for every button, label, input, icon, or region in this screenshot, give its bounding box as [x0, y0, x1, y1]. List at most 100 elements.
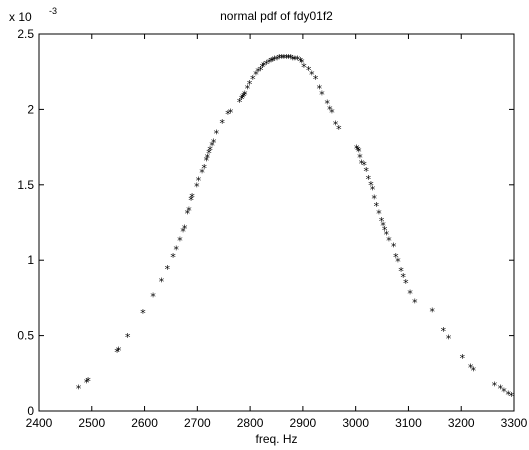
data-point: *	[290, 54, 297, 67]
data-point: *	[173, 244, 180, 257]
x-tick-label: 3200	[448, 416, 475, 430]
data-point: *	[376, 207, 383, 220]
data-point: *	[210, 137, 217, 150]
y-exponent-base: x 10	[9, 10, 32, 24]
data-point: *	[263, 58, 270, 71]
x-axis-ticks: 2400 2500 2600 2700 2800 2900 3000 3100 3200 3300	[26, 34, 528, 430]
data-point: *	[402, 277, 409, 290]
plot-area	[39, 34, 514, 411]
data-point: *	[386, 235, 393, 248]
data-point: *	[184, 207, 191, 220]
x-tick-label: 2700	[184, 416, 211, 430]
y-tick-label: 2.5	[17, 27, 34, 41]
y-exponent-power: -3	[49, 6, 57, 16]
data-point: *	[390, 241, 397, 254]
y-axis-ticks: 0 0.5 1 1.5 2 2.5	[17, 27, 514, 418]
data-point: *	[213, 128, 220, 141]
data-point: *	[253, 69, 260, 82]
data-point: *	[294, 54, 301, 67]
x-tick-label: 2500	[78, 416, 105, 430]
x-tick-label: 2900	[290, 416, 317, 430]
data-point: *	[353, 143, 360, 156]
y-tick-label: 2	[27, 102, 34, 116]
data-point: *	[219, 117, 226, 130]
x-tick-label: 3100	[395, 416, 422, 430]
data-point: *	[363, 165, 370, 178]
data-point: *	[411, 296, 418, 309]
data-point: *	[193, 180, 200, 193]
data-point: *	[459, 352, 466, 365]
data-point: *	[361, 159, 368, 172]
data-point: *	[181, 223, 188, 236]
data-point: *	[206, 147, 213, 160]
data-point: *	[239, 91, 246, 104]
y-axis-exponent: x 10 -3	[9, 6, 57, 24]
data-point: *	[407, 287, 414, 300]
y-tick-label: 1	[27, 253, 34, 267]
data-point: *	[329, 106, 336, 119]
data-point: *	[249, 73, 256, 86]
y-tick-label: 0	[27, 404, 34, 418]
x-tick-label: 2800	[237, 416, 264, 430]
y-tick-label: 0.5	[17, 329, 34, 343]
data-point: *	[203, 155, 210, 168]
data-point: *	[491, 379, 498, 392]
x-tick-label: 3300	[501, 416, 528, 430]
data-point: *	[195, 174, 202, 187]
data-point: *	[124, 331, 131, 344]
data-point: *	[150, 290, 157, 303]
data-point: *	[227, 106, 234, 119]
data-point: *	[188, 194, 195, 207]
data-point: *	[285, 52, 292, 65]
data-point: *	[324, 97, 331, 110]
data-point: *	[266, 57, 273, 70]
data-point: *	[508, 390, 515, 403]
data-point: *	[369, 183, 376, 196]
data-point: *	[209, 140, 216, 153]
data-point: *	[83, 376, 90, 389]
data-point: *	[283, 52, 290, 65]
data-point: *	[189, 191, 196, 204]
data-point: *	[395, 256, 402, 269]
data-point: *	[400, 271, 407, 284]
data-point: *	[244, 82, 251, 95]
data-point: *	[225, 108, 232, 121]
data-point: *	[281, 52, 288, 65]
data-point: *	[319, 88, 326, 101]
data-point: *	[309, 69, 316, 82]
data-point: *	[501, 385, 508, 398]
data-point: *	[297, 55, 304, 68]
data-point: *	[326, 103, 333, 116]
x-tick-label: 2400	[26, 416, 53, 430]
data-point: *	[383, 229, 390, 242]
x-tick-label: 2600	[131, 416, 158, 430]
data-point: *	[274, 54, 281, 67]
data-point: *	[445, 333, 452, 346]
data-point: *	[381, 224, 388, 237]
data-point: *	[371, 192, 378, 205]
data-point: *	[259, 61, 266, 74]
data-point: *	[358, 158, 365, 171]
data-point: *	[380, 220, 387, 233]
data-point: *	[467, 361, 474, 374]
data-point: *	[238, 93, 245, 106]
data-point: *	[170, 251, 177, 264]
data-point: *	[276, 52, 283, 65]
data-point: *	[207, 144, 214, 157]
data-point: *	[292, 54, 299, 67]
data-point: *	[365, 173, 372, 186]
data-point: *	[114, 346, 121, 359]
data-point: *	[305, 64, 312, 77]
data-point: *	[261, 60, 268, 73]
data-point: *	[378, 215, 385, 228]
data-point: *	[398, 265, 405, 278]
data-point: *	[312, 73, 319, 86]
data-point: *	[242, 88, 249, 101]
data-point: *	[301, 61, 308, 74]
data-point: *	[505, 388, 512, 401]
data-point: *	[180, 226, 187, 239]
data-point: *	[85, 375, 92, 388]
data-point: *	[287, 52, 294, 65]
data-point: *	[201, 162, 208, 175]
